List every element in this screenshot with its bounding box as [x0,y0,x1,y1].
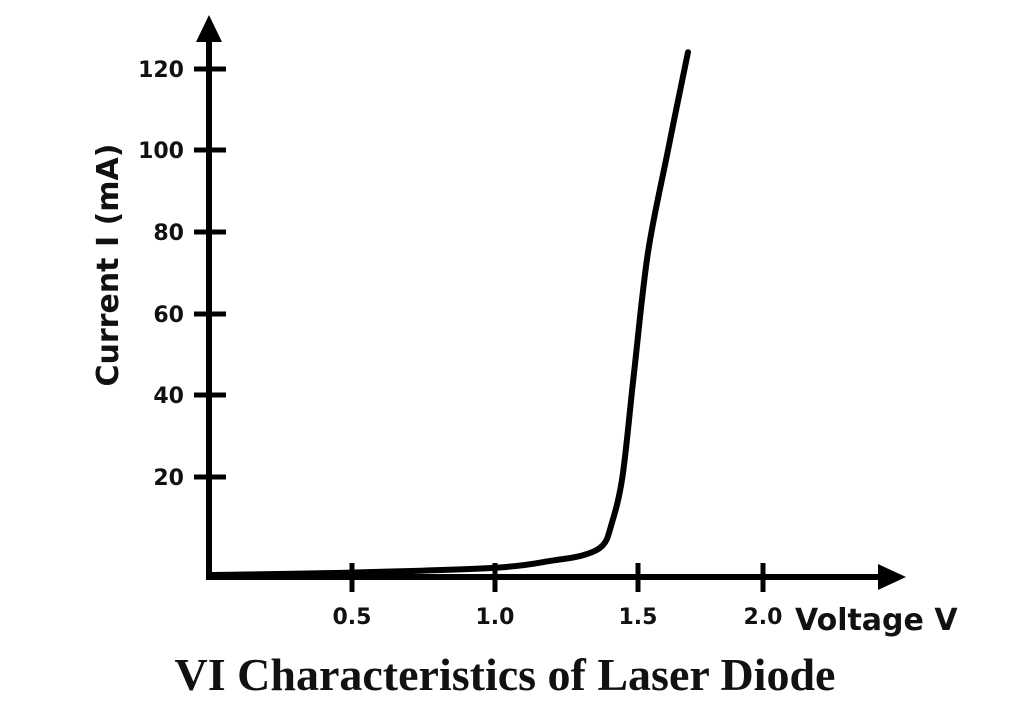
y-tick-label-40: 40 [153,384,184,409]
y-tick-labels: 120 100 80 60 40 20 [138,58,184,491]
x-axis-arrow-icon [878,564,906,590]
y-tick-label-20: 20 [153,466,184,491]
y-tick-label-80: 80 [153,221,184,246]
x-tick-labels: 0.5 1.0 1.5 2.0 [333,605,783,630]
chart-title: VI Characteristics of Laser Diode [174,649,836,700]
y-axis-label: Current I (mA) [91,144,126,387]
x-axis-label: Voltage V [795,603,958,638]
y-ticks [194,66,226,480]
x-tick-label-1.5: 1.5 [619,605,658,630]
y-axis-arrow-icon [196,15,222,42]
y-tick-label-120: 120 [138,58,184,83]
x-tick-label-0.5: 0.5 [333,605,372,630]
y-tick-label-60: 60 [153,303,184,328]
iv-curve-line [209,49,691,578]
y-tick-label-100: 100 [138,139,184,164]
x-tick-label-2.0: 2.0 [744,605,783,630]
x-tick-label-1.0: 1.0 [476,605,515,630]
